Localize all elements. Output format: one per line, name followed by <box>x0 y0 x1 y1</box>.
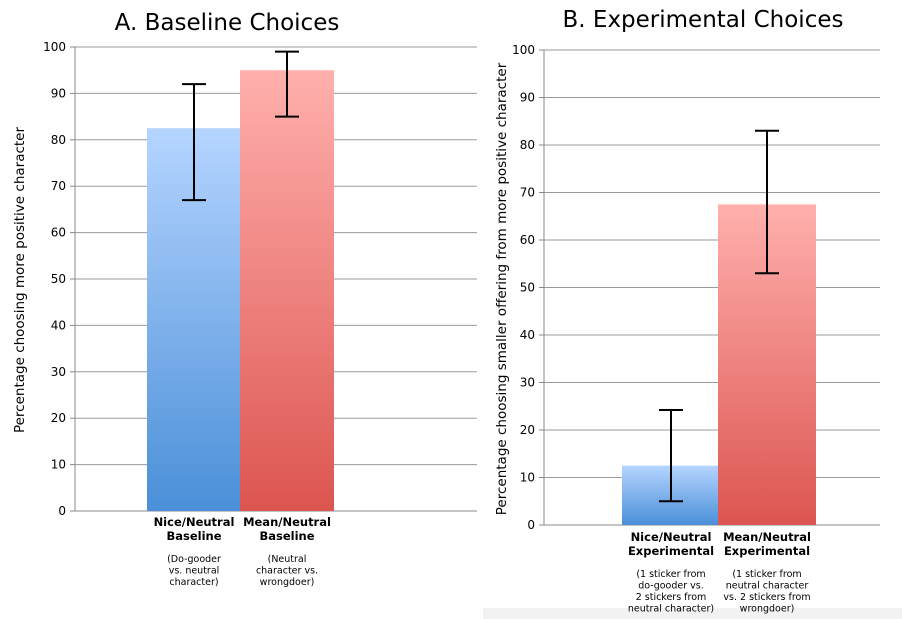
category-label-a-1-1: Baseline <box>259 529 314 543</box>
category-label-a-0-1: Baseline <box>166 529 221 543</box>
category-note-a-0-2: character) <box>169 577 218 588</box>
category-note-a-1-2: wrongdoer) <box>260 577 315 588</box>
y-tick-label-b-90: 90 <box>520 91 535 105</box>
category-note-a-0-0: (Do-gooder <box>167 554 221 565</box>
category-note-b-1-3: wrongdoer) <box>740 604 795 615</box>
error-bar-nice-neutral-baseline <box>182 83 206 202</box>
bar-mean-neutral-baseline <box>240 70 334 511</box>
error-bar-mean-neutral-experimental <box>755 129 779 275</box>
category-note-b-1-0: (1 sticker from <box>732 569 801 580</box>
y-tick-label-b-50: 50 <box>520 281 535 295</box>
gridlines-b <box>544 49 880 478</box>
error-bar-nice-neutral-experimental <box>659 409 683 503</box>
category-label-a-0-0: Nice/Neutral <box>154 515 235 529</box>
y-tick-label-a-40: 40 <box>51 318 66 332</box>
y-tick-label-a-30: 30 <box>51 365 66 379</box>
category-label-b-0-1: Experimental <box>628 544 714 558</box>
category-note-b-0-1: do-gooder vs. <box>638 581 704 592</box>
y-tick-label-a-20: 20 <box>51 411 66 425</box>
y-axis-label-a: Percentage choosing more positive charac… <box>12 127 28 434</box>
y-tick-label-a-10: 10 <box>51 458 66 472</box>
chart-panel-b: B. Experimental Choices Percentage choos… <box>494 7 880 615</box>
category-note-a-1-1: character vs. <box>256 566 318 577</box>
category-note-a-1-0: (Neutral <box>268 554 307 565</box>
chart-title-b: B. Experimental Choices <box>563 7 844 33</box>
category-label-b-1-0: Mean/Neutral <box>723 530 811 544</box>
y-tick-label-a-0: 0 <box>58 504 66 518</box>
panel-b-footer-strip <box>483 608 902 619</box>
category-label-a-1-0: Mean/Neutral <box>243 515 331 529</box>
error-bar-mean-neutral-baseline <box>275 50 299 118</box>
category-note-b-0-3: neutral character) <box>628 604 714 615</box>
category-note-b-1-2: vs. 2 stickers from <box>723 592 810 603</box>
y-tick-label-a-100: 100 <box>43 40 66 54</box>
category-label-b-1-1: Experimental <box>724 544 810 558</box>
y-tick-label-b-70: 70 <box>520 186 535 200</box>
chart-panel-a: A. Baseline Choices Percentage choosing … <box>12 10 477 588</box>
y-tick-label-b-40: 40 <box>520 328 535 342</box>
y-tick-label-b-30: 30 <box>520 376 535 390</box>
category-note-b-0-0: (1 sticker from <box>636 569 705 580</box>
y-tick-label-a-90: 90 <box>51 86 66 100</box>
y-tick-label-a-60: 60 <box>51 226 66 240</box>
gridlines-a <box>75 46 477 466</box>
y-tick-label-b-60: 60 <box>520 233 535 247</box>
y-tick-label-a-80: 80 <box>51 133 66 147</box>
y-tick-label-b-80: 80 <box>520 138 535 152</box>
category-note-b-1-1: neutral character <box>726 581 809 592</box>
y-axis-label-b: Percentage choosing smaller offering fro… <box>494 62 510 515</box>
category-note-b-0-2: 2 stickers from <box>636 592 707 603</box>
category-label-b-0-0: Nice/Neutral <box>631 530 712 544</box>
y-tick-label-b-20: 20 <box>520 423 535 437</box>
y-tick-label-a-50: 50 <box>51 272 66 286</box>
y-tick-label-b-0: 0 <box>527 518 535 532</box>
y-ticks-b: 0 10 20 30 40 50 60 70 80 90 100 <box>512 43 544 532</box>
y-tick-label-a-70: 70 <box>51 179 66 193</box>
panel-b-background <box>483 0 902 619</box>
chart-title-a: A. Baseline Choices <box>115 10 340 36</box>
y-ticks-a: 0 10 20 30 40 50 60 70 80 90 100 <box>43 40 75 518</box>
y-tick-label-b-10: 10 <box>520 471 535 485</box>
category-note-a-0-1: vs. neutral <box>169 566 220 577</box>
y-tick-label-b-100: 100 <box>512 43 535 57</box>
